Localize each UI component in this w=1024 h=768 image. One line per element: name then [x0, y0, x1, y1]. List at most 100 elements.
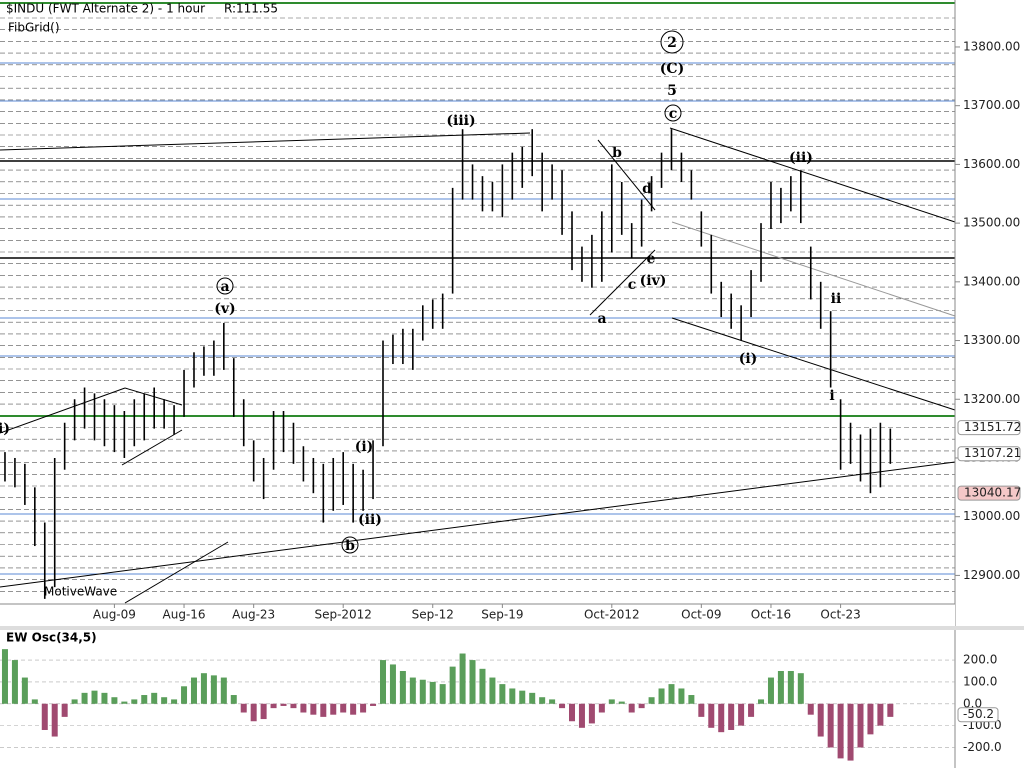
osc-bar [887, 703, 894, 717]
osc-bar [320, 703, 327, 717]
osc-bar [181, 686, 188, 704]
x-tick-label: Sep-19 [481, 608, 523, 622]
wave-label: (i) [355, 439, 374, 455]
trendline [121, 429, 183, 466]
trendline [0, 461, 956, 588]
wave-label: ii [831, 291, 842, 307]
trendline [671, 221, 956, 317]
osc-bar [310, 703, 317, 715]
osc-bar [51, 703, 58, 737]
price-marker-label: 13040.17 [964, 486, 1021, 500]
y-tick-label: 13000.00 [963, 509, 1020, 523]
osc-bar [1, 649, 8, 704]
osc-bar [718, 703, 725, 733]
wave-label: (iii) [446, 113, 475, 129]
osc-bar [270, 703, 277, 709]
y-tick-label: 200.0 [963, 653, 997, 667]
osc-bar [539, 697, 546, 704]
y-tick-label: 13400.00 [963, 274, 1020, 288]
osc-bar [200, 673, 207, 704]
osc-bar [101, 692, 108, 704]
trendline [0, 132, 531, 151]
osc-bar [121, 701, 128, 704]
osc-bar [141, 695, 148, 704]
osc-bar [61, 703, 68, 717]
wave-label: (ii) [789, 150, 813, 166]
price-marker-label: 13151.72 [964, 420, 1021, 434]
osc-bar [439, 684, 446, 704]
osc-bar [628, 703, 635, 713]
osc-bar [608, 699, 615, 704]
osc-bar [708, 703, 715, 728]
panel-divider [0, 626, 1024, 630]
osc-bar [688, 695, 695, 704]
osc-bar [260, 703, 267, 720]
osc-marker [957, 707, 999, 723]
osc-bar [230, 695, 237, 704]
price-marker [957, 485, 1021, 501]
osc-bar [827, 703, 834, 748]
osc-bar [767, 677, 774, 704]
osc-bar [81, 692, 88, 704]
y-tick-label: 0.0 [963, 696, 982, 710]
wave-circle [660, 30, 684, 54]
x-tick-label: Oct-16 [751, 608, 791, 622]
osc-bar [161, 697, 168, 704]
osc-bar [419, 679, 426, 704]
osc-bar [559, 703, 566, 709]
x-tick-label: Oct-23 [820, 608, 860, 622]
osc-bar [648, 697, 655, 704]
wave-label: 2 [667, 35, 677, 51]
wave-label: (C) [660, 61, 684, 77]
osc-bar [250, 703, 257, 722]
osc-bar [529, 692, 536, 704]
wave-label: c [669, 106, 678, 122]
osc-bar [111, 697, 118, 704]
osc-bar [797, 673, 804, 704]
y-tick-label: 100.0 [963, 674, 997, 688]
osc-bar [519, 690, 526, 704]
osc-bar [340, 703, 347, 713]
osc-bar [847, 703, 854, 761]
wave-label: b [612, 145, 622, 161]
price-marker [957, 420, 1021, 436]
wave-label: i [829, 388, 834, 404]
study-label: FibGrid() [8, 21, 60, 35]
wave-label: b [345, 538, 355, 554]
osc-bar [877, 703, 884, 726]
osc-bar [777, 670, 784, 704]
price-marker-label: 13107.21 [964, 446, 1021, 460]
wave-label: c [628, 277, 637, 293]
osc-bar [190, 677, 197, 704]
x-tick-label: Aug-23 [232, 608, 275, 622]
osc-bar [330, 703, 337, 715]
y-tick-label: -200.0 [963, 740, 1002, 754]
osc-bar [817, 703, 824, 737]
trendline [671, 317, 956, 411]
x-tick-label: Oct-09 [681, 608, 721, 622]
chart-subtitle: R:111.55 [224, 2, 278, 16]
osc-bar [837, 703, 844, 759]
trendline [0, 387, 126, 434]
osc-bar [31, 699, 38, 704]
osc-bar [748, 703, 755, 717]
x-tick-label: Oct-2012 [584, 608, 640, 622]
osc-bar [409, 677, 416, 704]
watermark: MotiveWave [44, 585, 117, 599]
wave-circle [341, 536, 359, 554]
osc-bar [220, 677, 227, 704]
osc-bar [240, 703, 247, 713]
chart-title: $INDU (FWT Alternate 2) - 1 hour [6, 2, 205, 16]
x-axis-band [0, 604, 955, 626]
osc-bar [429, 681, 436, 704]
osc-bar [658, 688, 665, 704]
y-tick-label: 12900.00 [963, 568, 1020, 582]
osc-bar [151, 692, 158, 704]
osc-bar [131, 699, 138, 704]
x-tick-label: Sep-2012 [314, 608, 372, 622]
osc-bar [867, 703, 874, 735]
wave-label: (ii) [358, 512, 382, 528]
